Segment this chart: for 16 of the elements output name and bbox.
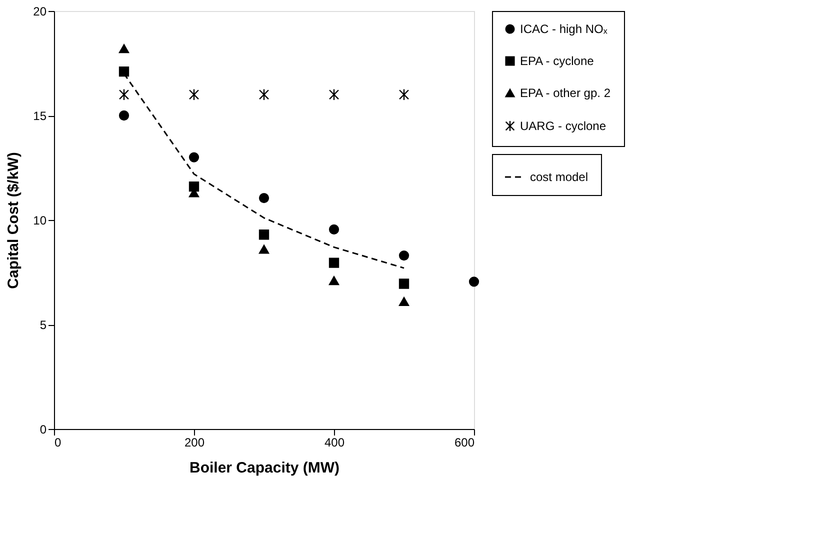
y-tick-label: 0	[40, 422, 47, 436]
x-tick-label: 0	[54, 436, 62, 450]
y-axis-title: Capital Cost ($/kW)	[5, 152, 22, 289]
legend-label: UARG - cyclone	[520, 119, 606, 133]
x-tick-label: 600	[454, 436, 475, 450]
y-tick-label: 5	[40, 318, 47, 332]
y-tick-label: 20	[33, 4, 47, 18]
y-tick-label: 10	[33, 214, 47, 228]
legend-label: ICAC - high NOₓ	[520, 22, 608, 36]
legend-label: cost model	[530, 170, 588, 184]
legend-label: EPA - cyclone	[520, 54, 594, 68]
y-tick-label: 15	[33, 109, 47, 123]
x-axis-title: Boiler Capacity (MW)	[189, 460, 340, 476]
x-tick-label: 200	[184, 436, 205, 450]
x-tick-label: 400	[324, 436, 345, 450]
legend-label: EPA - other gp. 2	[520, 86, 611, 100]
